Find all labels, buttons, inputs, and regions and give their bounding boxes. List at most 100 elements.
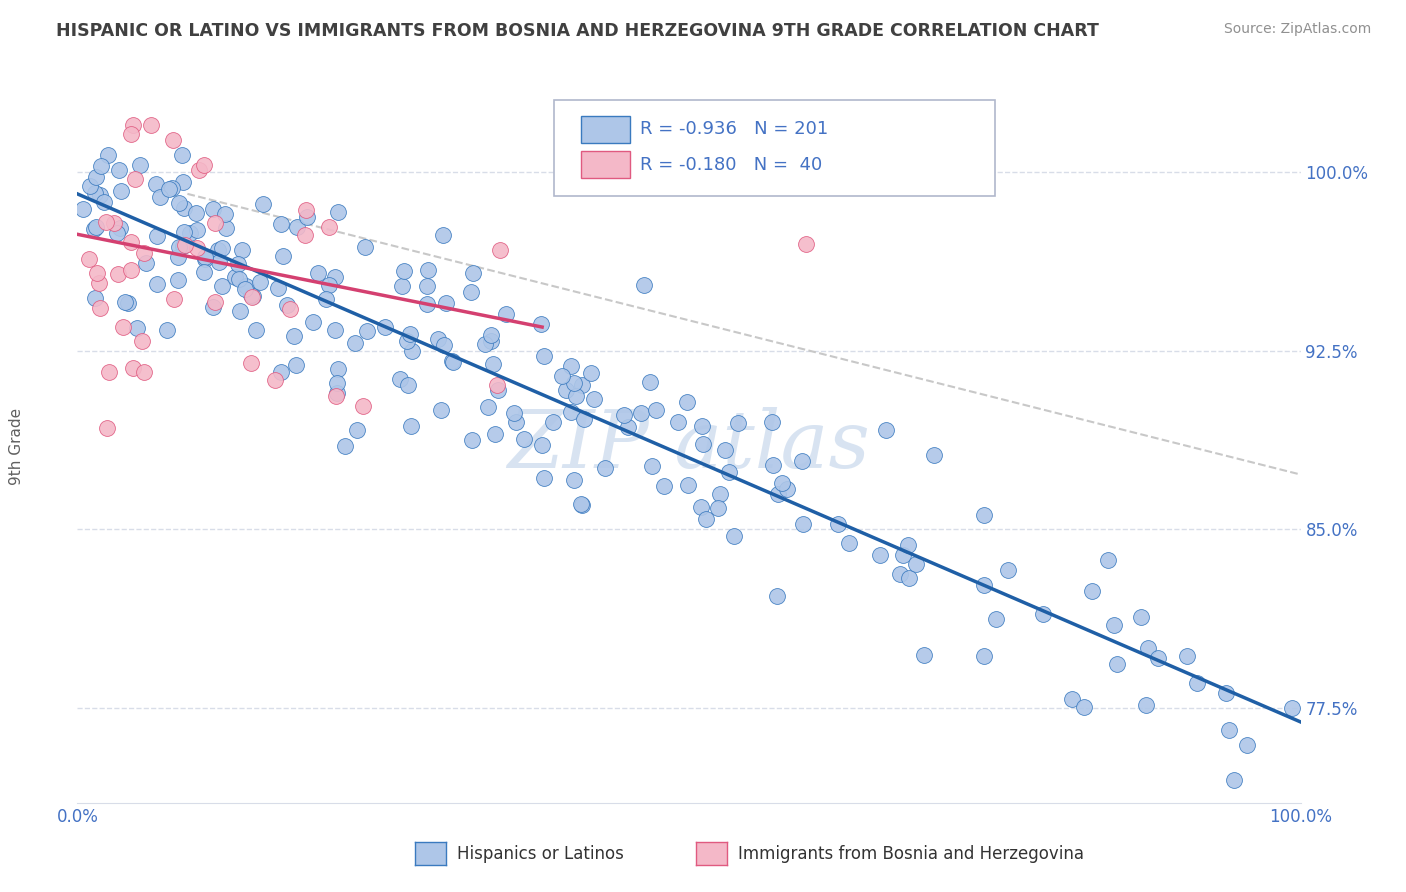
Point: [169, 239, 191, 253]
Point: [415, 297, 437, 311]
Point: [477, 400, 499, 414]
Point: [652, 479, 675, 493]
Point: [295, 210, 318, 224]
Point: [1105, 657, 1128, 672]
Point: [167, 250, 190, 264]
Point: [121, 263, 143, 277]
Point: [179, 226, 201, 240]
Point: [302, 315, 325, 329]
Point: [121, 361, 143, 376]
Point: [551, 368, 574, 383]
Point: [93, 194, 115, 209]
Point: [440, 354, 463, 368]
Point: [89, 301, 111, 315]
Point: [1175, 648, 1198, 663]
Point: [533, 471, 555, 485]
Point: [240, 356, 263, 370]
Point: [193, 158, 215, 172]
Point: [1097, 553, 1119, 567]
Point: [157, 181, 180, 195]
Point: [335, 439, 357, 453]
Point: [441, 355, 464, 369]
Point: [560, 404, 582, 418]
Point: [572, 412, 595, 426]
Point: [762, 458, 785, 472]
Point: [323, 323, 346, 337]
Text: Hispanics or Latinos: Hispanics or Latinos: [457, 845, 624, 863]
Text: R = -0.936   N = 201: R = -0.936 N = 201: [640, 120, 828, 138]
Point: [531, 438, 554, 452]
Point: [695, 512, 717, 526]
Point: [120, 128, 142, 142]
Point: [579, 366, 602, 380]
Point: [922, 448, 945, 462]
Point: [172, 175, 194, 189]
Point: [1060, 692, 1083, 706]
Point: [145, 277, 167, 291]
Point: [173, 237, 195, 252]
Point: [163, 292, 186, 306]
Point: [264, 373, 287, 387]
Point: [169, 195, 191, 210]
Point: [135, 256, 157, 270]
Point: [134, 365, 156, 379]
Point: [96, 421, 118, 435]
Point: [114, 295, 136, 310]
Point: [105, 226, 128, 240]
Point: [638, 375, 661, 389]
Point: [108, 221, 131, 235]
Point: [1147, 651, 1170, 665]
Point: [228, 304, 250, 318]
Point: [346, 423, 368, 437]
Point: [479, 334, 502, 349]
Point: [86, 266, 108, 280]
Point: [794, 237, 817, 252]
Point: [1236, 738, 1258, 752]
Point: [318, 220, 340, 235]
Point: [148, 190, 170, 204]
Point: [193, 265, 215, 279]
Point: [666, 415, 689, 429]
Point: [707, 500, 730, 515]
Point: [505, 415, 527, 429]
Point: [973, 578, 995, 592]
Point: [173, 225, 195, 239]
Point: [562, 376, 585, 391]
Point: [132, 245, 155, 260]
Point: [231, 244, 253, 258]
Point: [356, 324, 378, 338]
Point: [326, 362, 349, 376]
Point: [226, 257, 249, 271]
Point: [399, 418, 422, 433]
Point: [460, 285, 482, 299]
Point: [156, 323, 179, 337]
Point: [582, 392, 605, 406]
Point: [211, 241, 233, 255]
Point: [228, 272, 250, 286]
Point: [207, 243, 229, 257]
Point: [690, 500, 713, 514]
Point: [827, 516, 849, 531]
Point: [249, 275, 271, 289]
Point: [211, 278, 233, 293]
Point: [127, 320, 149, 334]
Point: [486, 383, 509, 397]
Point: [107, 267, 129, 281]
Point: [394, 264, 416, 278]
Point: [131, 334, 153, 348]
Point: [973, 648, 995, 663]
Point: [772, 476, 794, 491]
Point: [495, 307, 517, 321]
Point: [79, 178, 101, 193]
Point: [89, 187, 111, 202]
Point: [984, 612, 1007, 626]
Point: [270, 365, 292, 379]
FancyBboxPatch shape: [581, 116, 630, 143]
Point: [271, 249, 294, 263]
Point: [352, 399, 374, 413]
Point: [1223, 772, 1246, 787]
Point: [276, 298, 298, 312]
Point: [461, 433, 484, 447]
Point: [201, 202, 224, 216]
Point: [571, 378, 593, 392]
